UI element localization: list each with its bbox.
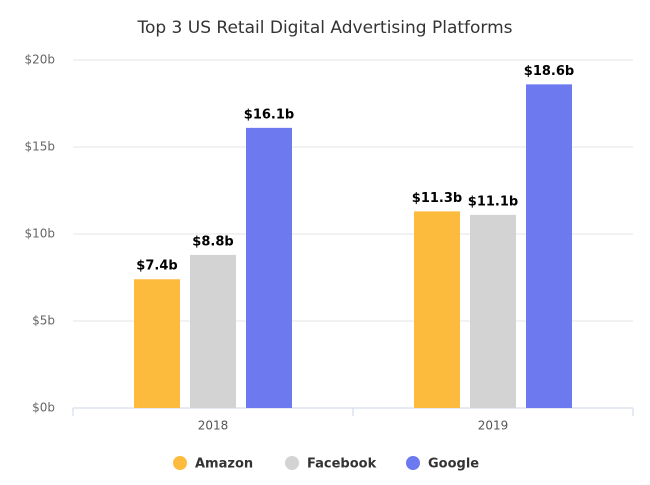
bar bbox=[190, 254, 236, 408]
legend-label: Google bbox=[428, 457, 479, 472]
chart-title: Top 3 US Retail Digital Advertising Plat… bbox=[136, 18, 512, 38]
y-tick-label: $15b bbox=[24, 140, 55, 154]
legend-marker bbox=[173, 456, 187, 470]
legend-label: Facebook bbox=[307, 457, 377, 472]
legend-marker bbox=[285, 456, 299, 470]
legend-label: Amazon bbox=[195, 457, 253, 472]
value-label: $7.4b bbox=[136, 259, 177, 274]
value-label: $8.8b bbox=[192, 234, 233, 249]
legend-marker bbox=[406, 456, 420, 470]
bar bbox=[470, 214, 516, 408]
value-label: $11.1b bbox=[468, 194, 518, 209]
bar bbox=[246, 127, 292, 409]
value-label: $16.1b bbox=[244, 107, 294, 122]
bar bbox=[134, 279, 180, 408]
value-label: $11.3b bbox=[412, 191, 462, 206]
y-tick-label: $5b bbox=[32, 314, 55, 328]
x-tick-label: 2019 bbox=[478, 419, 509, 433]
x-tick-label: 2018 bbox=[198, 419, 229, 433]
y-tick-label: $20b bbox=[24, 53, 55, 67]
y-tick-label: $10b bbox=[24, 227, 55, 241]
y-tick-label: $0b bbox=[32, 401, 55, 415]
bar bbox=[526, 84, 572, 409]
value-label: $18.6b bbox=[524, 64, 574, 79]
bar bbox=[414, 211, 460, 408]
